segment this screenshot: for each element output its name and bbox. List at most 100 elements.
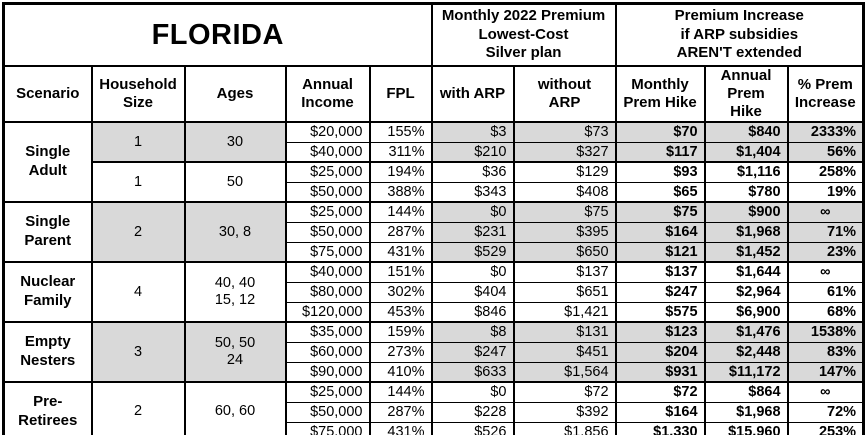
annual-income-cell: $50,000 <box>284 401 371 423</box>
scenario-cell: Nuclear Family <box>2 261 93 323</box>
monthly-hike-cell: $121 <box>614 241 706 263</box>
monthly-hike-cell: $75 <box>614 201 706 223</box>
with-arp-cell: $0 <box>430 201 515 223</box>
without-arp-cell: $1,564 <box>512 361 617 383</box>
annual-income-cell: $75,000 <box>284 421 371 435</box>
without-arp-cell: $392 <box>512 401 617 423</box>
without-arp-cell: $651 <box>512 281 617 303</box>
fpl-cell: 155% <box>368 121 433 143</box>
percent-increase-cell: 23% <box>786 241 865 263</box>
table-row: $50,000 388% $343 $408 $65 $780 19% <box>4 181 865 203</box>
with-arp-cell: $228 <box>430 401 515 423</box>
fpl-cell: 287% <box>368 221 433 243</box>
col-header-annual-prem-hike: Annual Prem Hike <box>703 65 789 123</box>
household-size-cell: 3 <box>90 321 186 383</box>
with-arp-cell: $0 <box>430 381 515 403</box>
percent-increase-cell: 147% <box>786 361 865 383</box>
with-arp-cell: $8 <box>430 321 515 343</box>
percent-increase-cell: 71% <box>786 221 865 243</box>
percent-increase-cell: ∞ <box>786 381 865 403</box>
with-arp-cell: $526 <box>430 421 515 435</box>
premium-section-header: Monthly 2022 Premium Lowest-Cost Silver … <box>430 2 617 67</box>
annual-income-cell: $50,000 <box>284 221 371 243</box>
fpl-cell: 273% <box>368 341 433 363</box>
annual-income-cell: $120,000 <box>284 301 371 323</box>
ages-cell: 40, 40 15, 12 <box>183 261 287 323</box>
without-arp-cell: $1,856 <box>512 421 617 435</box>
annual-hike-cell: $900 <box>703 201 789 223</box>
table-row: $60,000 273% $247 $451 $204 $2,448 83% <box>4 341 865 363</box>
with-arp-cell: $529 <box>430 241 515 263</box>
col-header-household-size: Household Size <box>90 65 186 123</box>
percent-increase-cell: 72% <box>786 401 865 423</box>
fpl-cell: 287% <box>368 401 433 423</box>
annual-hike-cell: $2,448 <box>703 341 789 363</box>
fpl-cell: 159% <box>368 321 433 343</box>
table-row: $80,000 302% $404 $651 $247 $2,964 61% <box>4 281 865 303</box>
annual-hike-cell: $1,644 <box>703 261 789 283</box>
household-size-cell: 1 <box>90 121 186 163</box>
with-arp-cell: $0 <box>430 261 515 283</box>
table-row: Single Parent 2 30, 8 $25,000 144% $0 $75 $75 $9… <box>2 201 865 263</box>
col-header-monthly-prem-hike: Monthly Prem Hike <box>614 65 706 123</box>
without-arp-cell: $131 <box>512 321 617 343</box>
without-arp-cell: $72 <box>512 381 617 403</box>
scenario-cell: Single Parent <box>2 201 93 263</box>
fpl-cell: 410% <box>368 361 433 383</box>
table-row: $75,000 431% $526 $1,856 $1,330 $15,960 253% <box>4 421 865 435</box>
with-arp-cell: $3 <box>430 121 515 143</box>
header-row-columns: Scenario Household Size Ages Annual Inco… <box>2 65 865 123</box>
without-arp-cell: $73 <box>512 121 617 143</box>
header-row-sections: FLORIDA Monthly 2022 Premium Lowest-Cost… <box>2 2 865 67</box>
percent-increase-cell: 19% <box>786 181 865 203</box>
monthly-hike-cell: $204 <box>614 341 706 363</box>
annual-income-cell: $25,000 <box>284 161 371 183</box>
percent-increase-cell: ∞ <box>786 261 865 283</box>
col-header-ages: Ages <box>183 65 287 123</box>
annual-income-cell: $60,000 <box>284 341 371 363</box>
fpl-cell: 194% <box>368 161 433 183</box>
annual-hike-cell: $11,172 <box>703 361 789 383</box>
annual-hike-cell: $840 <box>703 121 789 143</box>
without-arp-cell: $327 <box>512 141 617 163</box>
percent-increase-cell: 1538% <box>786 321 865 343</box>
table-row: Single Adult 1 30 $20,000 155% $3 $73 $70 $840 23… <box>2 121 865 203</box>
annual-hike-cell: $15,960 <box>703 421 789 435</box>
annual-income-cell: $25,000 <box>284 381 371 403</box>
monthly-hike-cell: $1,330 <box>614 421 706 435</box>
percent-increase-cell: ∞ <box>786 201 865 223</box>
household-size-cell: 1 <box>90 161 186 203</box>
percent-increase-cell: 56% <box>786 141 865 163</box>
fpl-cell: 431% <box>368 241 433 263</box>
monthly-hike-cell: $123 <box>614 321 706 343</box>
monthly-hike-cell: $93 <box>614 161 706 183</box>
annual-income-cell: $75,000 <box>284 241 371 263</box>
table-row: Empty Nesters 3 50, 50 24 $35,000 159% $8 $131… <box>2 321 865 383</box>
ages-cell: 50, 50 24 <box>183 321 287 383</box>
monthly-hike-cell: $247 <box>614 281 706 303</box>
annual-hike-cell: $1,404 <box>703 141 789 163</box>
without-arp-cell: $451 <box>512 341 617 363</box>
without-arp-cell: $1,421 <box>512 301 617 323</box>
annual-income-cell: $80,000 <box>284 281 371 303</box>
with-arp-cell: $36 <box>430 161 515 183</box>
annual-hike-cell: $780 <box>703 181 789 203</box>
with-arp-cell: $247 <box>430 341 515 363</box>
with-arp-cell: $231 <box>430 221 515 243</box>
without-arp-cell: $75 <box>512 201 617 223</box>
ages-cell: 30 <box>183 121 287 163</box>
scenario-cell: Single Adult <box>2 121 93 203</box>
ages-cell: 30, 8 <box>183 201 287 263</box>
fpl-cell: 302% <box>368 281 433 303</box>
fpl-cell: 388% <box>368 181 433 203</box>
scenario-cell: Pre- Retirees <box>2 381 93 435</box>
percent-increase-cell: 253% <box>786 421 865 435</box>
percent-increase-cell: 68% <box>786 301 865 323</box>
col-header-percent-prem-increase: % Prem Increase <box>786 65 865 123</box>
annual-hike-cell: $1,968 <box>703 401 789 423</box>
table-title: FLORIDA <box>2 2 433 67</box>
ages-cell: 50 <box>183 161 287 203</box>
annual-income-cell: $20,000 <box>284 121 371 143</box>
table-body: Single Adult 1 30 $20,000 155% $3 $73 $70 $840 23… <box>2 121 865 435</box>
